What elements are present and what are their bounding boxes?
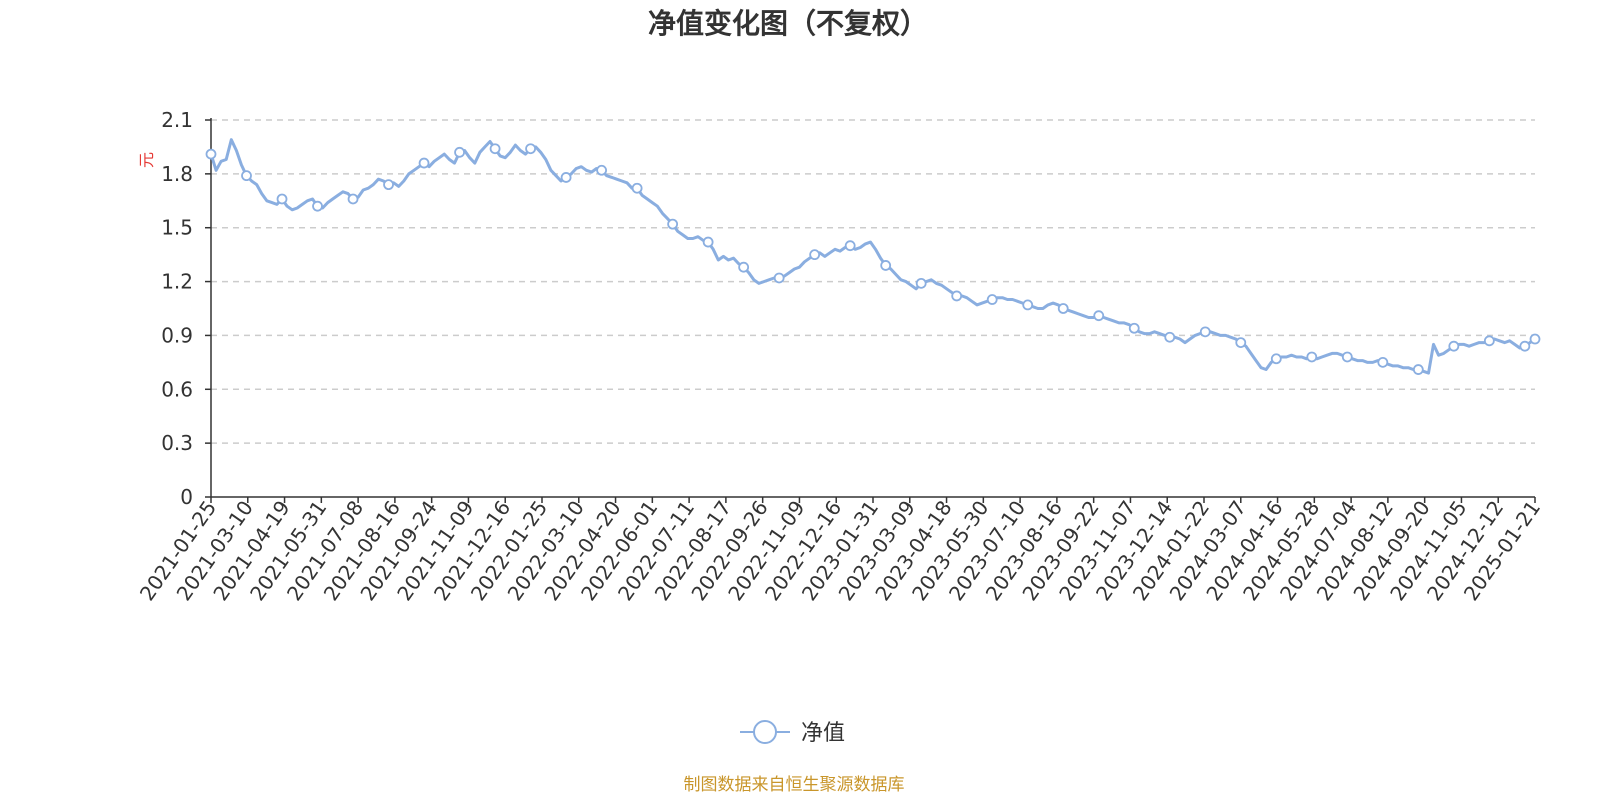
series-point-marker	[383, 179, 394, 191]
legend-marker-icon	[753, 720, 777, 744]
series-point-marker	[525, 143, 536, 155]
series-point-marker	[1235, 337, 1247, 349]
series-point-marker	[915, 277, 927, 289]
series-point-marker	[951, 290, 963, 302]
series-point-marker	[844, 240, 856, 252]
series-point-marker	[986, 294, 998, 305]
y-tick-label: 1.8	[161, 162, 193, 186]
series-point-marker	[667, 218, 679, 230]
legend[interactable]: 净值	[740, 720, 845, 746]
series-point-marker	[454, 146, 465, 158]
source-note: 制图数据来自恒生聚源数据库	[684, 775, 905, 795]
series-point-marker	[1022, 299, 1034, 311]
series-point-marker	[1306, 351, 1318, 363]
series-point-marker	[1093, 310, 1105, 322]
series-point-marker	[1341, 351, 1353, 363]
y-tick-label: 0.9	[161, 323, 193, 347]
series-point-marker	[809, 249, 821, 261]
y-axis-ticks: 0 0.3 0.6 0.9 1.2 1.5 1.8 2.1	[161, 108, 211, 509]
series-point-marker	[1377, 356, 1389, 368]
y-tick-label: 1.5	[161, 216, 193, 240]
series-point-marker	[1270, 353, 1282, 365]
series-point-marker	[1529, 333, 1541, 345]
y-axis-unit-label: 元	[137, 152, 156, 168]
y-tick-label: 0.3	[161, 431, 193, 455]
series-line	[209, 138, 1536, 375]
series-point-marker	[1483, 335, 1495, 347]
x-axis-ticks: 2021-01-252021-03-102021-04-192021-05-31…	[135, 496, 1545, 605]
series-point-marker	[312, 200, 323, 212]
grid-lines	[211, 119, 1535, 444]
series-point-marker	[1448, 340, 1460, 352]
series-point-marker	[880, 260, 892, 271]
legend-label: 净值	[801, 721, 845, 746]
series-point-marker	[241, 170, 252, 182]
series-point-marker	[560, 172, 572, 183]
y-tick-label: 1.2	[161, 270, 193, 294]
series-point-marker	[347, 193, 359, 205]
series-point-marker	[1128, 322, 1140, 334]
series-point-marker	[1412, 364, 1424, 375]
series-point-marker	[1164, 331, 1176, 343]
y-tick-label: 2.1	[161, 108, 193, 132]
series-point-marker	[489, 143, 501, 155]
series-net-value	[205, 138, 1541, 375]
chart-title: 净值变化图（不复权）	[648, 7, 928, 40]
series-point-marker	[1199, 326, 1211, 338]
series-point-marker	[631, 182, 643, 194]
series-point-marker	[1519, 340, 1531, 352]
y-tick-label: 0.6	[161, 377, 193, 401]
series-point-marker	[418, 157, 430, 169]
series-point-marker	[702, 236, 714, 248]
series-point-marker	[276, 193, 288, 205]
y-tick-label: 0	[180, 485, 193, 509]
series-point-marker	[596, 164, 608, 176]
series-point-marker	[738, 261, 750, 273]
series-point-marker	[205, 148, 217, 160]
series-point-marker	[773, 272, 785, 284]
series-point-marker	[1057, 303, 1069, 314]
